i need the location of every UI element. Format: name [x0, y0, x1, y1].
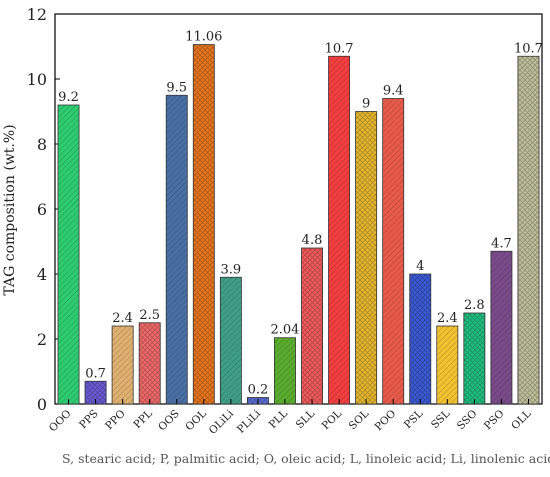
- y-tick-label: 6: [37, 200, 47, 219]
- value-label: 9.5: [166, 80, 187, 95]
- value-label: 3.9: [221, 262, 242, 277]
- value-label: 4.8: [302, 233, 323, 248]
- bar-ool: [192, 44, 215, 405]
- y-tick-label: 8: [37, 135, 47, 154]
- x-tick-label: OLiLi: [207, 407, 237, 437]
- bar-pll: [274, 337, 296, 405]
- x-tick-label: PLiLi: [235, 407, 264, 436]
- bar-olili: [219, 276, 242, 405]
- y-tick-label: 0: [37, 395, 47, 414]
- bar-outline: [301, 247, 323, 405]
- bar-pso: [490, 250, 513, 405]
- x-tick-label: SSL: [429, 408, 452, 431]
- bar-outline: [138, 322, 161, 405]
- bar-outline: [436, 325, 459, 405]
- bar-ppo: [111, 325, 134, 405]
- bar-outline: [409, 273, 432, 405]
- y-axis: 0 2 4 6 8 10 12: [27, 5, 60, 414]
- bar-outline: [219, 276, 242, 405]
- value-label: 9.2: [58, 90, 79, 105]
- bar-ooo: [57, 104, 80, 405]
- x-tick-label: PPS: [77, 408, 101, 432]
- bar-outline: [517, 55, 540, 405]
- bar-ppl: [138, 322, 161, 405]
- value-label: 10.7: [325, 41, 354, 56]
- value-label: 11.06: [185, 30, 222, 45]
- bar-outline: [274, 337, 296, 405]
- x-tick-label: PPL: [131, 408, 154, 431]
- x-tick-label: SSO: [455, 407, 480, 432]
- bar-outline: [463, 312, 486, 405]
- bar-outline: [328, 55, 351, 405]
- value-label: 0.2: [248, 383, 269, 398]
- x-tick-label: POL: [320, 408, 345, 433]
- y-tick-label: 10: [27, 70, 47, 89]
- bar-oll: [517, 55, 540, 405]
- value-label: 2.8: [464, 298, 485, 313]
- bar-outline: [111, 325, 134, 405]
- bar-psl: [409, 273, 432, 405]
- value-label: 2.5: [139, 308, 160, 323]
- bar-ssl: [436, 325, 459, 405]
- value-label: 9: [362, 97, 370, 112]
- x-tick-label: OOS: [156, 408, 182, 434]
- y-tick-label: 4: [37, 265, 47, 284]
- x-tick-label: OLL: [509, 408, 533, 432]
- bar-sol: [355, 111, 378, 405]
- bars: [57, 44, 540, 405]
- x-tick-label: SLL: [294, 408, 317, 431]
- bar-outline: [165, 94, 188, 405]
- x-tick-label: POO: [373, 407, 399, 433]
- x-tick-label: PPO: [103, 407, 128, 432]
- value-label: 4: [416, 259, 424, 274]
- x-tick-label: PLL: [267, 408, 290, 431]
- bar-outline: [355, 111, 378, 405]
- bar-outline: [192, 44, 215, 405]
- bar-pol: [328, 55, 351, 405]
- bar-outline: [57, 104, 80, 405]
- bar-outline: [490, 250, 513, 405]
- footnote: S, stearic acid; P, palmitic acid; O, ol…: [62, 451, 550, 466]
- value-label: 4.7: [491, 236, 512, 251]
- y-axis-label: TAG composition (wt.%): [2, 124, 18, 295]
- bar-sso: [463, 312, 486, 405]
- bar-poo: [382, 98, 405, 405]
- value-label: 2.4: [437, 311, 458, 326]
- y-tick-label: 12: [27, 5, 47, 24]
- bar-outline: [382, 98, 405, 405]
- value-labels: 9.2 0.7 2.4 2.5 9.5 11.06 3.9 0.2 2.04 4.8 10.7 9 9.…: [58, 30, 543, 398]
- x-tick-label: OOL: [183, 408, 209, 434]
- x-tick-label: OOO: [47, 407, 74, 434]
- x-tick-label: SOL: [347, 408, 372, 433]
- x-tick-label: PSL: [402, 408, 426, 432]
- bar-sll: [301, 247, 323, 405]
- bar-oos: [165, 94, 188, 405]
- x-tick-label: PSO: [482, 407, 507, 432]
- value-label: 10.7: [514, 41, 543, 56]
- value-label: 9.4: [383, 84, 404, 99]
- value-label: 0.7: [85, 366, 106, 381]
- bar-pps: [84, 380, 107, 405]
- y-tick-label: 2: [37, 330, 47, 349]
- value-label: 2.04: [270, 323, 299, 338]
- value-label: 2.4: [112, 311, 133, 326]
